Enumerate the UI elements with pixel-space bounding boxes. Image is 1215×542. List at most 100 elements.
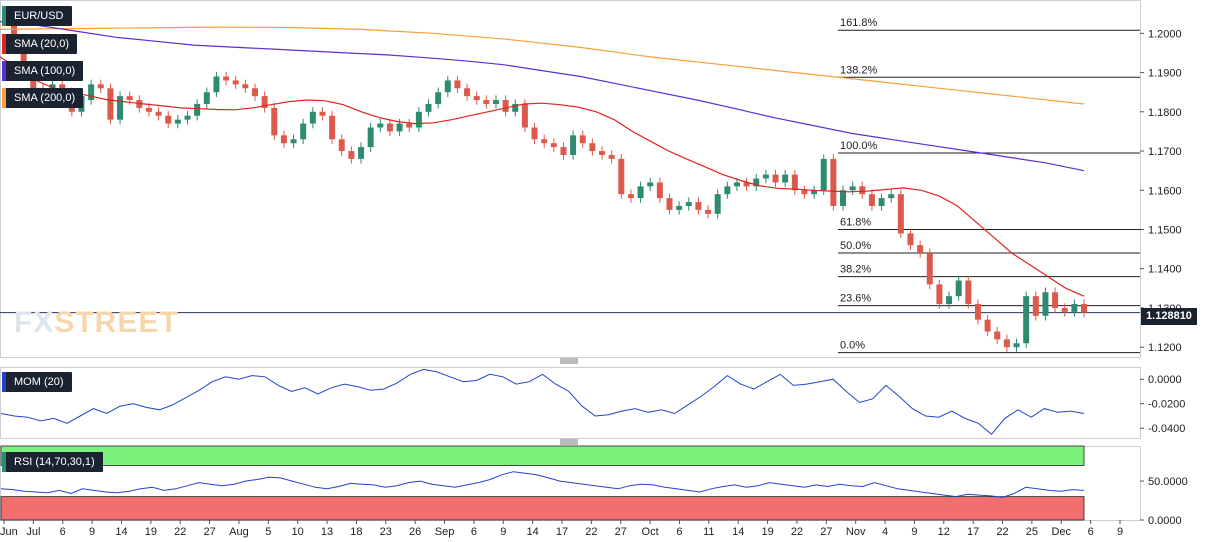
candle-body — [271, 107, 278, 136]
x-tick-label: Aug — [229, 526, 249, 538]
candle-body — [290, 139, 297, 144]
candle-body — [801, 190, 808, 195]
x-tick-label: 11 — [703, 526, 714, 538]
candle-body — [242, 84, 249, 89]
candle-body — [965, 280, 972, 305]
candle-body — [396, 123, 403, 132]
candle-body — [676, 205, 683, 210]
x-tick-label: 9 — [911, 526, 917, 538]
candle-body — [926, 253, 933, 285]
legend-sma100-label: SMA (100,0) — [14, 65, 76, 77]
candle-body — [637, 186, 644, 199]
x-tick-label: 14 — [527, 526, 539, 538]
candle-body — [174, 119, 181, 124]
candle-body — [907, 233, 914, 246]
candle-body — [791, 174, 798, 191]
x-tick-label: 27 — [615, 526, 627, 538]
fib-label: 138.2% — [840, 64, 878, 76]
legend-sma200[interactable]: SMA (200,0) — [2, 88, 84, 108]
legend-symbol[interactable]: EUR/USD — [2, 6, 72, 26]
main-ytick-label: 1.2000 — [1148, 28, 1182, 40]
candle-body — [859, 186, 866, 195]
candle-body — [762, 174, 769, 179]
candle-body — [579, 135, 586, 144]
candle-body — [425, 103, 432, 112]
candle-body — [367, 127, 374, 148]
candle-body — [868, 194, 875, 206]
candle-body — [599, 151, 606, 155]
rsi-ytick-label: 0.0000 — [1148, 515, 1182, 527]
candle-body — [946, 296, 953, 305]
legend-sma20[interactable]: SMA (20,0) — [2, 34, 78, 54]
candle-body — [550, 143, 557, 148]
candle-body — [444, 80, 451, 93]
legend-mom[interactable]: MOM (20) — [2, 372, 72, 392]
candle-body — [1003, 339, 1010, 348]
candle-body — [888, 194, 895, 199]
candle-body — [377, 123, 384, 128]
candle-body — [309, 111, 316, 124]
candle-body — [772, 174, 779, 183]
legend-rsi-label: RSI (14,70,30,1) — [14, 456, 95, 468]
candle-body — [541, 139, 548, 144]
sma100-line — [0, 21, 1085, 172]
x-tick-label: 27 — [203, 526, 215, 538]
candle-body — [155, 111, 162, 116]
rsi-line — [0, 471, 1085, 498]
main-ytick-label: 1.1900 — [1148, 68, 1182, 80]
main-ytick-label: 1.1600 — [1148, 185, 1182, 197]
candle-body — [492, 100, 499, 104]
mom-ytick-label: -0.0200 — [1148, 399, 1185, 411]
fib-label: 0.0% — [840, 340, 865, 352]
candle-body — [724, 186, 731, 195]
rsi-overbought-zone — [0, 445, 1085, 466]
candle-body — [531, 127, 538, 140]
x-tick-label: 26 — [409, 526, 421, 538]
legend-sma20-label: SMA (20,0) — [14, 38, 70, 50]
fib-label: 61.8% — [840, 217, 871, 229]
candle-body — [811, 190, 818, 195]
legend-symbol-label: EUR/USD — [14, 10, 64, 22]
candle-body — [107, 88, 114, 120]
candle-body — [840, 190, 847, 206]
candle-body — [560, 147, 567, 155]
x-tick-label: 14 — [115, 526, 127, 538]
x-tick-label: 9 — [500, 526, 506, 538]
candle-body — [830, 158, 837, 206]
candle-body — [97, 84, 104, 89]
main-ytick-label: 1.1200 — [1148, 342, 1182, 354]
candle-body — [917, 245, 924, 254]
x-tick-label: 22 — [585, 526, 597, 538]
candle-body — [994, 331, 1001, 340]
x-tick-label: Jul — [26, 526, 40, 538]
legend-sma100[interactable]: SMA (100,0) — [2, 61, 84, 81]
candle-body — [415, 111, 422, 128]
candle-body — [878, 198, 885, 206]
candle-body — [521, 103, 528, 128]
candle-body — [280, 135, 287, 144]
candle-body — [1032, 296, 1039, 316]
x-tick-label: 9 — [89, 526, 95, 538]
legend-rsi[interactable]: RSI (14,70,30,1) — [2, 452, 103, 472]
candle-body — [714, 194, 721, 214]
candle-body — [435, 92, 442, 104]
x-tick-label: 6 — [60, 526, 66, 538]
x-tick-label: 12 — [938, 526, 950, 538]
x-tick-label: 13 — [321, 526, 333, 538]
sma200-line — [0, 26, 1085, 105]
candle-body — [820, 158, 827, 191]
fib-label: 50.0% — [840, 240, 871, 252]
legend-sma200-label: SMA (200,0) — [14, 92, 76, 104]
mom-line — [0, 368, 1085, 436]
x-tick-label: 25 — [1026, 526, 1038, 538]
candle-body — [261, 96, 268, 108]
candle-body — [1081, 304, 1087, 313]
candle-body — [1061, 307, 1068, 312]
candle-body — [213, 76, 220, 93]
candle-body — [627, 194, 634, 199]
candle-body — [251, 88, 258, 97]
x-tick-label: 22 — [996, 526, 1008, 538]
fib-label: 161.8% — [840, 17, 878, 29]
